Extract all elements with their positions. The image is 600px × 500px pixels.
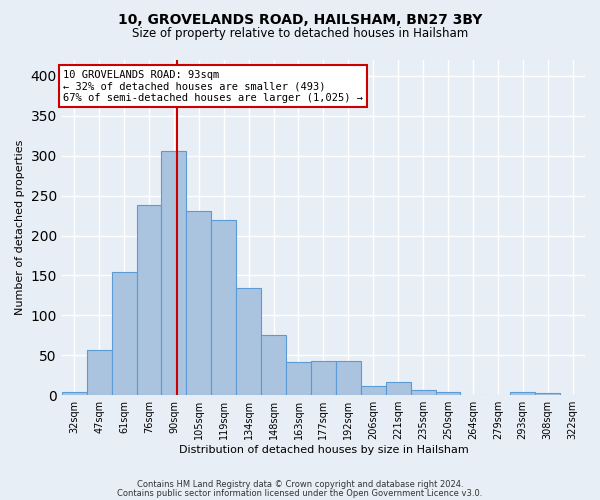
Text: 10 GROVELANDS ROAD: 93sqm
← 32% of detached houses are smaller (493)
67% of semi: 10 GROVELANDS ROAD: 93sqm ← 32% of detac…	[63, 70, 363, 103]
Bar	[510, 392, 535, 395]
Bar	[187, 211, 211, 395]
Text: Contains public sector information licensed under the Open Government Licence v3: Contains public sector information licen…	[118, 490, 482, 498]
Bar	[261, 334, 286, 395]
Bar	[161, 151, 187, 395]
Text: Size of property relative to detached houses in Hailsham: Size of property relative to detached ho…	[132, 28, 468, 40]
Text: Contains HM Land Registry data © Crown copyright and database right 2024.: Contains HM Land Registry data © Crown c…	[137, 480, 463, 489]
Bar	[87, 350, 112, 395]
Bar	[311, 361, 336, 395]
Bar	[112, 272, 137, 395]
Bar	[535, 393, 560, 395]
Bar	[410, 390, 436, 395]
Bar	[137, 206, 161, 395]
Bar	[236, 288, 261, 395]
Y-axis label: Number of detached properties: Number of detached properties	[15, 140, 25, 316]
X-axis label: Distribution of detached houses by size in Hailsham: Distribution of detached houses by size …	[179, 445, 468, 455]
Bar	[436, 392, 460, 395]
Bar	[336, 361, 361, 395]
Bar	[286, 362, 311, 395]
Bar	[62, 392, 87, 395]
Bar	[361, 386, 386, 395]
Text: 10, GROVELANDS ROAD, HAILSHAM, BN27 3BY: 10, GROVELANDS ROAD, HAILSHAM, BN27 3BY	[118, 12, 482, 26]
Bar	[386, 382, 410, 395]
Bar	[211, 220, 236, 395]
